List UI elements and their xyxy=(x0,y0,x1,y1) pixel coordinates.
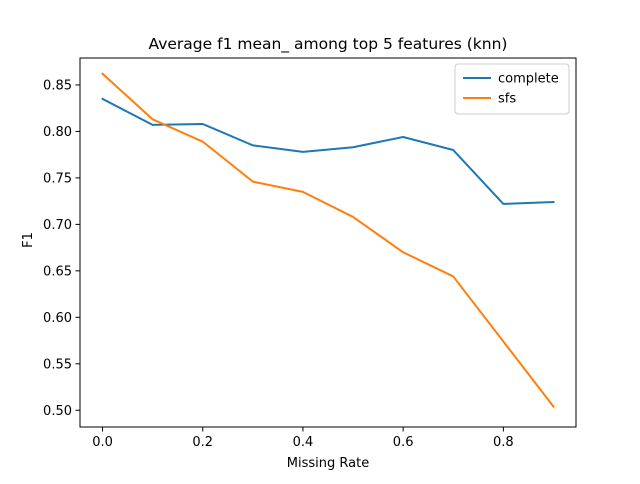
y-tick-label: 0.50 xyxy=(43,404,72,419)
axes-layer: 0.0 0.2 0.4 0.6 0.8 0.50 0.55 0.60 0.65 0.70 0.75 0… xyxy=(43,57,577,450)
chart-title: Average f1 mean_ among top 5 features (k… xyxy=(149,35,508,54)
x-tick-label: 0.2 xyxy=(192,435,213,450)
x-tick-label: 0.8 xyxy=(493,435,514,450)
y-tick-label: 0.65 xyxy=(43,264,72,279)
y-axis-label: F1 xyxy=(21,232,36,248)
x-tick-label: 0.0 xyxy=(92,435,113,450)
x-tick-label: 0.6 xyxy=(393,435,414,450)
axes-frame xyxy=(79,57,577,428)
y-tick-label: 0.80 xyxy=(43,125,72,140)
series-line-sfs xyxy=(101,72,555,408)
y-tick-label: 0.70 xyxy=(43,218,72,233)
legend-label-sfs: sfs xyxy=(498,92,516,107)
series-line-complete xyxy=(101,97,555,205)
x-tick-label: 0.4 xyxy=(293,435,314,450)
x-axis-label: Missing Rate xyxy=(287,456,369,471)
legend-label-complete: complete xyxy=(498,72,559,87)
y-tick-label: 0.55 xyxy=(43,357,72,372)
y-tick-label: 0.75 xyxy=(43,171,72,186)
plot-area xyxy=(80,58,576,427)
y-tick-label: 0.85 xyxy=(43,78,72,93)
y-tick-label: 0.60 xyxy=(43,311,72,326)
series-layer xyxy=(101,72,555,408)
plot-background xyxy=(80,58,576,427)
legend: complete sfs xyxy=(454,63,570,115)
legend-box xyxy=(454,63,570,115)
